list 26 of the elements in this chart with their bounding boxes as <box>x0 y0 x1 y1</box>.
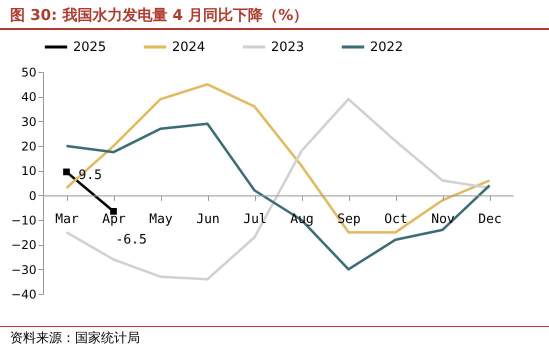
x-tick-label: Dec <box>478 212 502 227</box>
x-tick-label: Apr <box>102 212 126 227</box>
chart-title: 图 30: 我国水力发电量 4 月同比下降（%） <box>0 0 549 30</box>
x-tick-label: Jun <box>196 212 220 227</box>
text: 资料来源：国家统计局 <box>0 326 549 349</box>
y-tick-label: −30 <box>11 262 36 277</box>
y-tick-label: −20 <box>11 238 36 252</box>
data-label: -6.5 <box>116 232 147 248</box>
y-tick-label: 30 <box>21 114 36 129</box>
legend-label: 2022 <box>370 40 404 55</box>
y-tick-label: 40 <box>21 90 36 104</box>
y-tick-label: 20 <box>21 140 36 154</box>
y-tick-label: 50 <box>21 66 36 80</box>
x-tick-label: Mar <box>55 212 79 227</box>
legend-label: 2025 <box>73 40 106 55</box>
legend-label: 2023 <box>271 40 304 55</box>
y-tick-label: −10 <box>11 214 36 228</box>
y-tick-label: −40 <box>11 288 36 302</box>
y-tick-label: 10 <box>21 164 36 178</box>
x-tick-label: May <box>149 212 173 227</box>
x-tick-label: Nov <box>431 212 455 227</box>
x-tick-label: Jul <box>243 212 267 227</box>
data-label: 9.5 <box>78 168 102 183</box>
y-tick-label: 0 <box>28 188 36 203</box>
x-tick-label: Oct <box>384 212 408 227</box>
legend-label: 2024 <box>172 40 206 55</box>
